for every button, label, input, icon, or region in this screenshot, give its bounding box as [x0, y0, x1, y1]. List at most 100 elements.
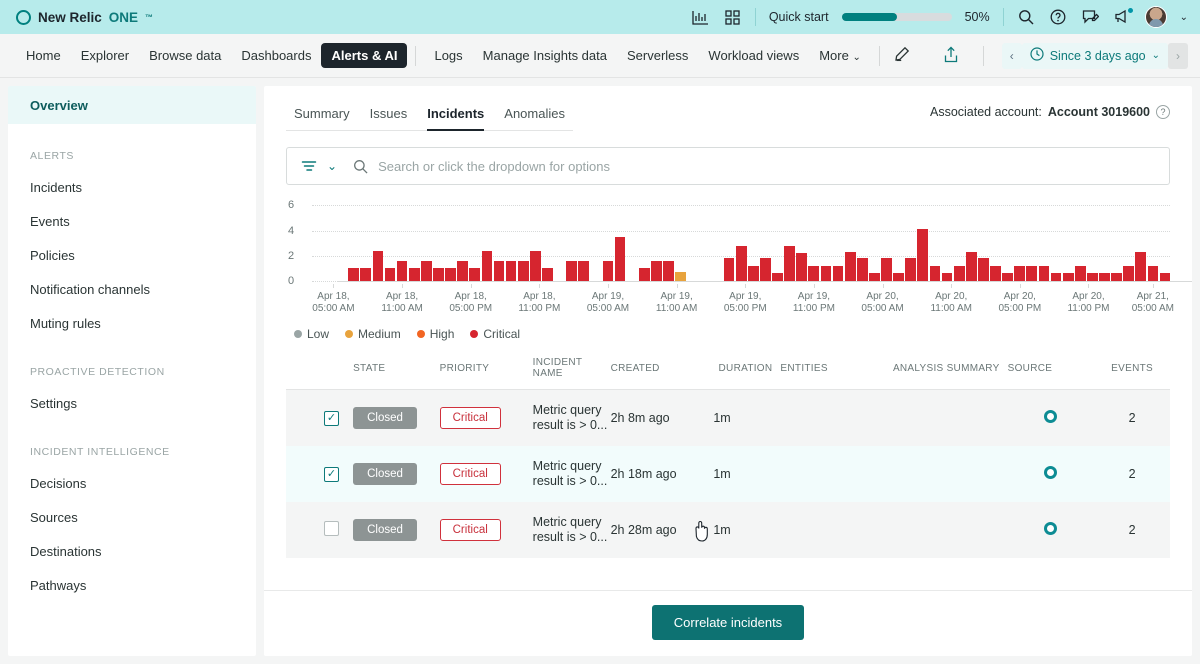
th-source[interactable]: SOURCE: [1007, 357, 1095, 390]
th-created[interactable]: CREATED: [610, 357, 714, 390]
chart-bar[interactable]: [990, 265, 1001, 281]
tab-anomalies[interactable]: Anomalies: [504, 106, 565, 121]
announcement-icon[interactable]: [1113, 6, 1134, 27]
chart-bar[interactable]: [408, 268, 420, 281]
nav-item-manage-insights-data[interactable]: Manage Insights data: [482, 48, 607, 63]
chart-bar[interactable]: [566, 260, 578, 281]
chart-bar[interactable]: [663, 260, 674, 281]
chart-bar[interactable]: [420, 260, 432, 281]
nav-item-explorer[interactable]: Explorer: [80, 48, 130, 63]
chart-bar[interactable]: [505, 260, 517, 281]
chart-bar[interactable]: [481, 250, 493, 281]
time-next-button[interactable]: ›: [1168, 42, 1188, 69]
avatar[interactable]: [1144, 6, 1167, 28]
chart-bar[interactable]: [493, 260, 505, 281]
table-row[interactable]: Closed Critical Metric query result is > 0…: [286, 445, 1170, 502]
tab-summary[interactable]: Summary: [294, 106, 350, 121]
chart-bar[interactable]: [1026, 265, 1038, 281]
grid-icon[interactable]: [723, 8, 742, 27]
sidebar-item-incidents[interactable]: Incidents: [30, 179, 83, 195]
chart-legend-item[interactable]: Low: [294, 327, 329, 341]
brand-logo[interactable]: New Relic ONE ™: [16, 9, 153, 25]
table-row[interactable]: Closed Critical Metric query result is > 0…: [286, 389, 1170, 446]
chart-bar[interactable]: [348, 268, 360, 281]
sidebar-item-muting-rules[interactable]: Muting rules: [30, 315, 101, 331]
chart-bar[interactable]: [869, 273, 880, 281]
chart-bar[interactable]: [529, 250, 541, 281]
help-icon[interactable]: [1049, 8, 1068, 27]
sidebar-item-notification-channels[interactable]: Notification channels: [30, 281, 150, 297]
chart-bar[interactable]: [675, 272, 686, 281]
cell-checkbox[interactable]: [286, 390, 353, 446]
chart-bar[interactable]: [856, 258, 868, 281]
chart-bar[interactable]: [614, 236, 626, 281]
sidebar-item-destinations[interactable]: Destinations: [30, 543, 102, 559]
table-row[interactable]: Closed Critical Metric query result is > 0…: [286, 501, 1170, 558]
th-duration[interactable]: DURATION: [713, 357, 781, 390]
nav-item-serverless[interactable]: Serverless: [626, 48, 689, 63]
row-checkbox[interactable]: [324, 410, 339, 426]
filter-icon[interactable]: [301, 160, 317, 173]
chart-bar[interactable]: [1014, 265, 1026, 281]
chart-bar[interactable]: [578, 260, 590, 281]
chart-bar[interactable]: [1002, 273, 1013, 281]
chart-bar[interactable]: [1074, 265, 1086, 281]
chart-legend-item[interactable]: High: [416, 327, 454, 341]
chart-bar[interactable]: [723, 258, 735, 281]
sidebar-item-pathways[interactable]: Pathways: [30, 577, 87, 593]
chart-bar[interactable]: [747, 265, 759, 281]
chart-bar[interactable]: [542, 268, 553, 281]
nav-item-dashboards[interactable]: Dashboards: [241, 48, 312, 63]
chart-bar[interactable]: [844, 252, 856, 281]
sidebar-item-decisions[interactable]: Decisions: [30, 475, 87, 491]
sidebar-item-overview[interactable]: Overview: [8, 86, 256, 124]
search-input-placeholder[interactable]: Search or click the dropdown for options: [378, 158, 611, 174]
chart-bar[interactable]: [1087, 273, 1098, 281]
chart-bar[interactable]: [1123, 265, 1135, 281]
nav-item-workload-views[interactable]: Workload views: [708, 48, 800, 63]
chart-bar[interactable]: [372, 250, 384, 281]
chart-bar[interactable]: [905, 258, 917, 281]
tab-issues[interactable]: Issues: [369, 106, 408, 121]
chart-bar[interactable]: [651, 260, 662, 281]
th-events[interactable]: EVENTS: [1094, 357, 1170, 390]
chart-bar[interactable]: [1135, 252, 1147, 281]
correlate-incidents-button[interactable]: Correlate incidents: [651, 605, 805, 640]
th-priority[interactable]: PRIORITY: [439, 357, 533, 390]
chart-bar[interactable]: [638, 268, 650, 281]
chart-bar[interactable]: [433, 268, 444, 281]
chart-bar[interactable]: [517, 260, 529, 281]
chart-bar[interactable]: [820, 265, 832, 281]
cell-checkbox[interactable]: [286, 446, 353, 502]
chart-bar[interactable]: [893, 273, 904, 281]
chart-bar[interactable]: [808, 265, 820, 281]
chart-bar[interactable]: [929, 265, 941, 281]
cell-checkbox[interactable]: [286, 502, 353, 558]
chart-bar[interactable]: [1147, 265, 1159, 281]
chart-bar[interactable]: [1062, 273, 1074, 281]
sidebar-item-events[interactable]: Events: [30, 213, 70, 229]
chevron-down-icon[interactable]: ⌄: [327, 159, 338, 173]
th-state[interactable]: STATE: [353, 357, 440, 390]
chart-bar[interactable]: [784, 245, 795, 281]
chart-bar[interactable]: [978, 258, 989, 281]
pencil-icon[interactable]: [888, 41, 916, 70]
chart-bar[interactable]: [1038, 265, 1050, 281]
share-icon[interactable]: [937, 41, 965, 71]
chart-bar[interactable]: [1099, 273, 1110, 281]
cell-incident-name[interactable]: Metric query result is > 0...: [533, 502, 611, 558]
help-icon[interactable]: ?: [1156, 105, 1170, 119]
tab-incidents[interactable]: Incidents: [419, 102, 492, 131]
nav-item-logs[interactable]: Logs: [434, 48, 463, 63]
sidebar-item-settings[interactable]: Settings: [30, 395, 77, 411]
cell-incident-name[interactable]: Metric query result is > 0...: [533, 390, 611, 446]
chart-bar[interactable]: [1159, 273, 1171, 281]
feedback-icon[interactable]: [1081, 8, 1100, 27]
chart-bar[interactable]: [445, 268, 456, 281]
sidebar-item-policies[interactable]: Policies: [30, 247, 75, 263]
nav-item-more[interactable]: More ⌄: [809, 43, 871, 68]
chart-legend-item[interactable]: Critical: [470, 327, 520, 341]
chart-bar[interactable]: [360, 268, 372, 281]
th-incident-name[interactable]: INCIDENT NAME: [532, 357, 611, 390]
search-icon[interactable]: [1017, 8, 1036, 27]
